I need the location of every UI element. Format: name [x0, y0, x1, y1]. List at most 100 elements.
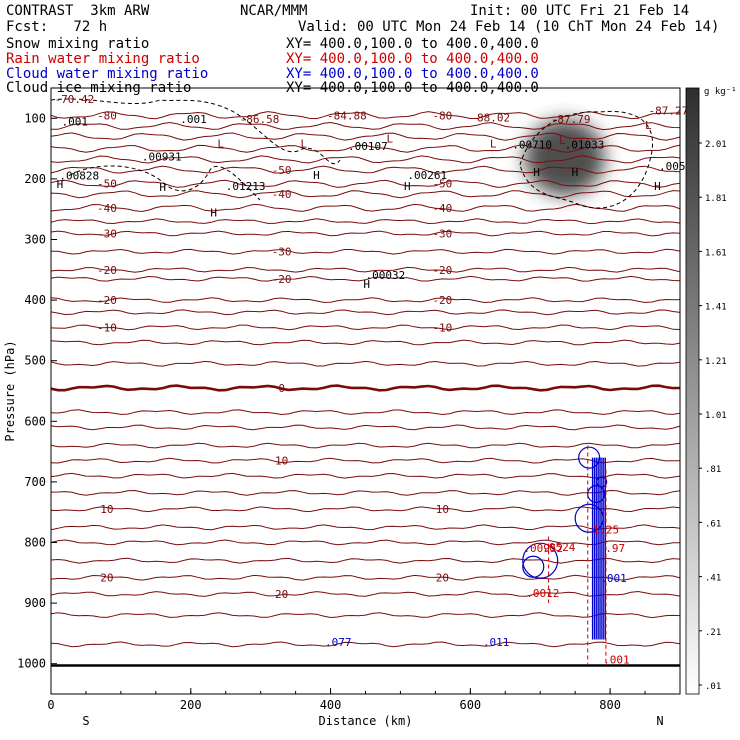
isotherm-line: [50, 203, 681, 213]
annotation-label: .001: [600, 572, 627, 585]
header-center: NCAR/MMM: [240, 3, 308, 19]
isotherm-label: 20: [275, 588, 288, 601]
annotation-label: .97: [605, 542, 625, 555]
axis-end-north: N: [656, 714, 663, 728]
isotherm-label: 10: [275, 455, 288, 468]
isotherm-line: [50, 612, 681, 619]
isotherm-line: [50, 179, 681, 188]
isotherm-label: 10: [436, 503, 449, 516]
header-model: CONTRAST 3km ARW: [6, 3, 150, 19]
field-cloudwater-name: Cloud water mixing ratio: [6, 66, 209, 82]
annotation-label: -86.58: [240, 113, 280, 126]
extremum-mark: H: [654, 180, 661, 193]
snow-contour: [50, 98, 341, 165]
annotation-label: .001: [61, 116, 88, 129]
isotherm-label: -20: [432, 294, 452, 307]
isotherm-line: [50, 524, 681, 531]
isotherm-label: -20: [97, 264, 117, 277]
y-axis-label: Pressure (hPa): [3, 340, 17, 441]
isotherm-line: [50, 489, 681, 496]
header-valid: Valid: 00 UTC Mon 24 Feb 14 (10 ChT Mon …: [298, 19, 720, 35]
annotation-label: .01033: [565, 139, 605, 152]
cloud-water-contour: [522, 555, 545, 578]
plot-area: -80 -80 -50 -50 -50 -40 -40 -40 -30 -30 -30 -20 -20 -…: [50, 93, 693, 667]
y-tick-label: 700: [24, 475, 46, 489]
annotation-label: -70.42: [54, 93, 94, 106]
y-tick-label: 200: [24, 172, 46, 186]
axis-end-south: S: [82, 714, 89, 728]
annotation-label: .077: [325, 636, 352, 649]
isotherm-line: [50, 641, 681, 648]
annotation-label: .00032: [366, 269, 406, 282]
x-tick-label: 200: [180, 698, 202, 712]
isotherm-line: [50, 442, 681, 449]
isotherm-label: -50: [432, 178, 452, 191]
y-tick-label: 300: [24, 233, 46, 247]
isotherm-line: [50, 457, 680, 464]
header-forecast: Fcst: 72 h: [6, 19, 108, 35]
y-tick-label: 1000: [17, 657, 46, 671]
y-tick-label: 600: [24, 414, 46, 428]
annotation-label: .001: [180, 113, 207, 126]
colorbar: 2.01 1.81 1.61 1.41 1.21 1.01 .81 .61 .41 .21 .01 g…: [685, 87, 737, 695]
extremum-mark: L: [559, 134, 566, 147]
extremum-mark: H: [404, 180, 411, 193]
field-rain-xy: XY= 400.0,100.0 to 400.0,400.0: [286, 51, 539, 67]
colorbar-label: 1.21: [705, 357, 727, 367]
y-tick-label: 800: [24, 536, 46, 550]
isotherm-line: [50, 539, 681, 546]
extremum-mark: H: [313, 169, 320, 182]
colorbar-label: 1.81: [705, 194, 727, 204]
extremum-mark: L: [645, 119, 652, 132]
isotherm-line: [50, 309, 681, 316]
x-tick-label: 600: [459, 698, 481, 712]
isotherm-line: [50, 324, 681, 331]
axes: 0 200 400 600 800100200300400500600700800900…: [3, 87, 681, 728]
colorbar-scale: [685, 87, 700, 695]
colorbar-label: .21: [705, 628, 721, 638]
isotherm-label: 20: [100, 572, 113, 585]
zero-isotherm: [50, 384, 681, 392]
isotherm-line: [50, 155, 681, 164]
annotation-label: -87.79: [551, 113, 591, 126]
isotherm-line: [50, 506, 681, 513]
annotation-label: .0054: [659, 160, 692, 173]
isotherm-line: [50, 248, 681, 255]
header-init: Init: 00 UTC Fri 21 Feb 14: [470, 3, 690, 19]
isotherm-label: -40: [432, 202, 452, 215]
isotherm-label: -40: [272, 188, 292, 201]
isotherm-line: [50, 111, 681, 120]
annotation-label: .01213: [226, 180, 266, 193]
colorbar-label: 1.41: [705, 303, 727, 313]
y-tick-label: 400: [24, 293, 46, 307]
isotherm-line: [50, 218, 681, 225]
x-axis-label: Distance (km): [319, 714, 413, 728]
field-rain-name: Rain water mixing ratio: [6, 51, 200, 67]
annotation-label: -87.27: [649, 105, 689, 118]
isotherm-line: [50, 190, 681, 199]
isotherm-line: [50, 121, 681, 131]
snow-contour: [69, 165, 261, 201]
extremum-mark: H: [210, 206, 217, 219]
colorbar-label: 2.01: [705, 140, 727, 150]
isotherm-label: -30: [432, 227, 452, 240]
extremum-mark: L: [301, 137, 308, 150]
colorbar-label: .41: [705, 574, 721, 584]
isotherm-line: [50, 144, 681, 153]
isotherm-label: -30: [272, 246, 292, 259]
colorbar-label: 1.01: [705, 411, 727, 421]
y-tick-label: 500: [24, 354, 46, 368]
isotherm-line: [50, 132, 681, 141]
extremum-mark: L: [490, 137, 497, 150]
colorbar-label: .01: [705, 682, 721, 692]
isotherm-line: [50, 574, 681, 581]
extremum-mark: H: [57, 178, 64, 191]
annotation-label: .001: [603, 654, 630, 667]
isotherm-line: [50, 266, 681, 273]
extremum-mark: H: [159, 181, 166, 194]
y-tick-label: 900: [24, 596, 46, 610]
extremum-mark: H: [363, 278, 370, 291]
field-snow-xy: XY= 400.0,100.0 to 400.0,400.0: [286, 36, 539, 52]
isotherm-line: [50, 360, 681, 367]
annotation-label: .011: [483, 636, 510, 649]
